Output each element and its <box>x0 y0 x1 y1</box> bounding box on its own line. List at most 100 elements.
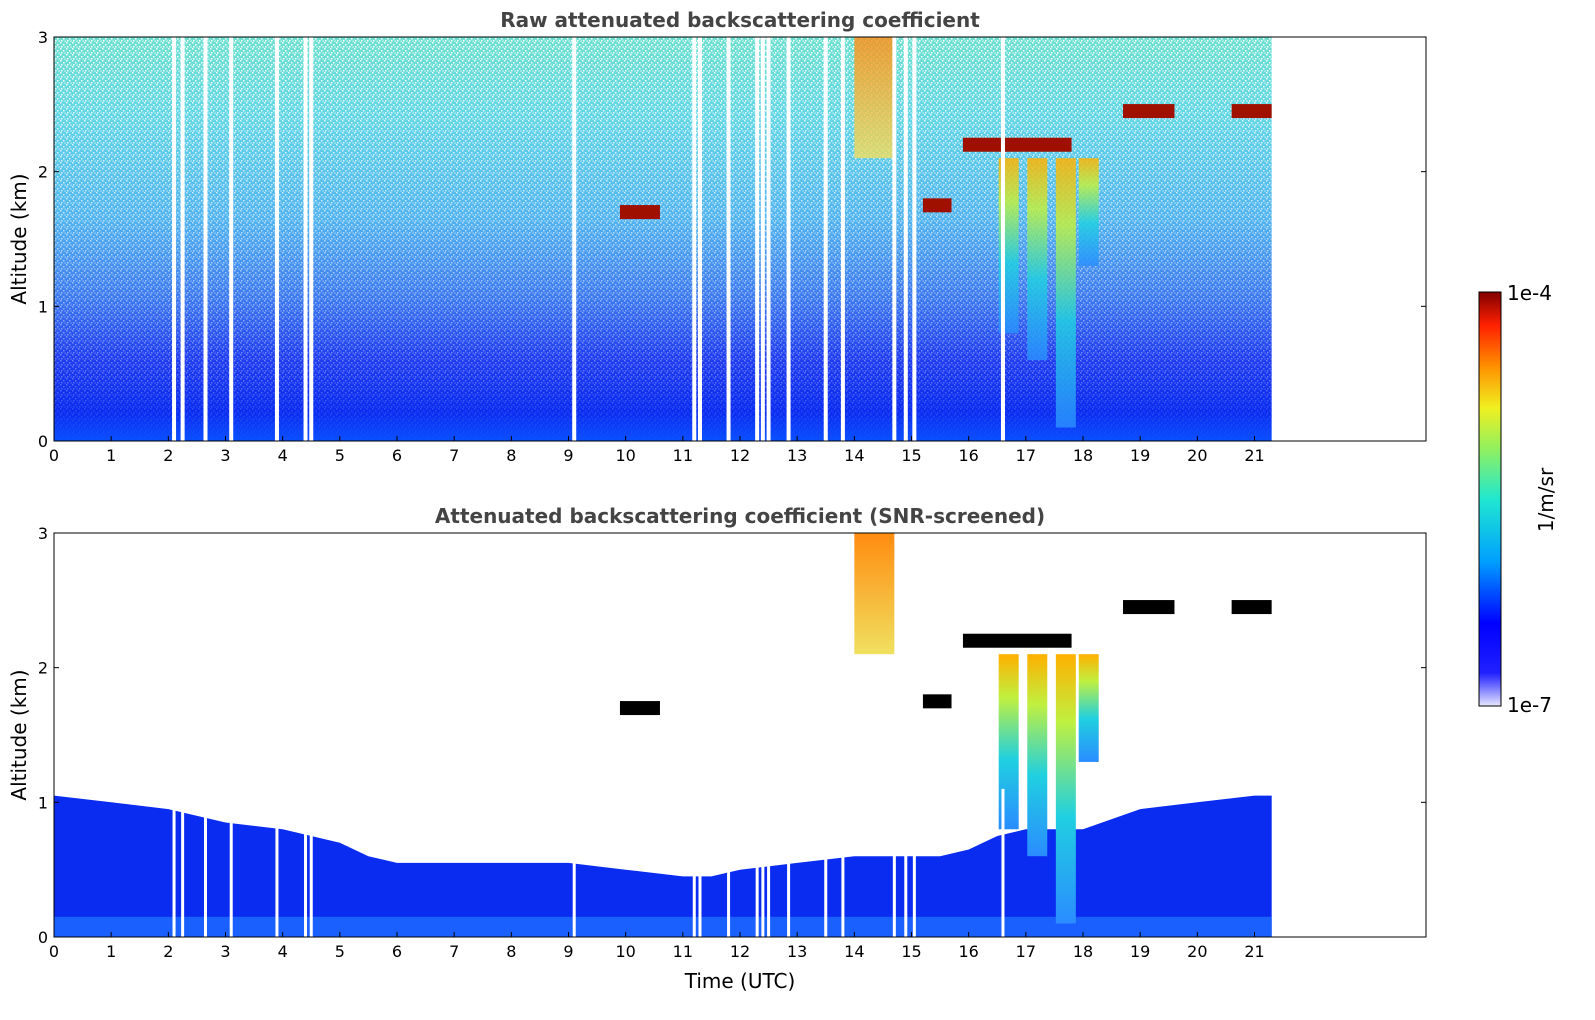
data-gap <box>892 788 896 937</box>
data-gap <box>229 788 233 937</box>
data-gap <box>697 37 702 441</box>
data-gap <box>840 37 845 441</box>
data-gap <box>180 37 185 441</box>
data-gap <box>841 788 845 937</box>
data-gap <box>172 37 177 441</box>
x-tick-label: 16 <box>958 446 978 465</box>
colorbar-min-label: 1e-7 <box>1507 693 1552 717</box>
data-gap <box>786 37 791 441</box>
cloud-layer <box>1231 600 1272 615</box>
data-gap <box>274 37 279 441</box>
x-tick-label: 6 <box>392 446 402 465</box>
y-tick-label: 2 <box>38 163 48 182</box>
y-axis: 0 1 2 3 <box>38 28 1426 451</box>
data-gap <box>309 788 313 937</box>
y-tick-label: 3 <box>38 524 48 543</box>
data-gap <box>904 788 908 937</box>
x-tick-label: 8 <box>506 942 516 961</box>
data-gap <box>572 788 576 937</box>
y-tick-label: 1 <box>38 297 48 316</box>
y-axis-label: Altitude (km) <box>7 669 31 800</box>
data-gap <box>1000 37 1005 441</box>
precip-shaft <box>1078 654 1099 762</box>
aerosol-layer <box>854 533 895 655</box>
x-tick-label: 4 <box>278 446 288 465</box>
x-tick-label: 14 <box>844 942 864 961</box>
x-tick-label: 20 <box>1187 446 1207 465</box>
x-tick-label: 12 <box>730 446 750 465</box>
x-tick-label: 0 <box>49 942 59 961</box>
colorbar-gradient <box>1478 291 1502 707</box>
x-tick-label: 20 <box>1187 942 1207 961</box>
x-tick-label: 15 <box>901 942 921 961</box>
data-gap <box>760 37 765 441</box>
x-tick-label: 13 <box>787 446 807 465</box>
chart-title: Attenuated backscattering coefficient (S… <box>435 504 1045 528</box>
x-tick-label: 21 <box>1244 942 1264 961</box>
data-gap <box>755 788 759 937</box>
x-tick-label: 10 <box>615 446 635 465</box>
panel-snr-screened: Attenuated backscattering coefficient (S… <box>7 504 1427 993</box>
x-tick-label: 4 <box>278 942 288 961</box>
y-tick-label: 1 <box>38 793 48 812</box>
data-gap <box>912 37 917 441</box>
x-tick-label: 14 <box>844 446 864 465</box>
precip-shaft <box>1078 158 1099 266</box>
x-axis: 0 1 2 3 4 5 6 7 8 9 10 11 12 13 14 15 16 17 18 19 20 21 <box>49 932 1265 961</box>
data-gap <box>692 37 697 441</box>
data-gap <box>787 788 791 937</box>
precip-shaft <box>1027 158 1048 361</box>
x-tick-label: 17 <box>1016 446 1036 465</box>
colorbar-unit-label: 1/m/sr <box>1534 467 1558 532</box>
x-tick-label: 6 <box>392 942 402 961</box>
x-tick-label: 5 <box>335 446 345 465</box>
data-gap <box>727 788 731 937</box>
data-gap <box>229 37 234 441</box>
data-gap <box>1001 788 1005 937</box>
colorbar-max-label: 1e-4 <box>1507 281 1552 305</box>
panel-raw: Raw attenuated backscattering coefficien… <box>7 8 1427 465</box>
data-gap <box>767 788 771 937</box>
y-tick-label: 0 <box>38 928 48 947</box>
data-gap <box>172 788 176 937</box>
y-tick-label: 3 <box>38 28 48 47</box>
x-tick-label: 17 <box>1016 942 1036 961</box>
x-tick-label: 13 <box>787 942 807 961</box>
data-gap <box>698 788 702 937</box>
precip-shaft <box>1055 158 1076 428</box>
x-tick-label: 16 <box>958 942 978 961</box>
x-tick-label: 15 <box>901 446 921 465</box>
x-tick-label: 18 <box>1073 942 1093 961</box>
data-gap <box>892 37 897 441</box>
x-tick-label: 12 <box>730 942 750 961</box>
data-gap <box>304 788 308 937</box>
data-gap <box>303 37 308 441</box>
cloud-layer <box>922 694 952 709</box>
cloud-layer <box>1123 104 1175 119</box>
colorbar: 1e-4 1e-7 1/m/sr <box>1478 281 1558 717</box>
x-tick-label: 18 <box>1073 446 1093 465</box>
x-tick-label: 21 <box>1244 446 1264 465</box>
data-gap <box>572 37 577 441</box>
x-tick-label: 7 <box>449 446 459 465</box>
data-gap <box>755 37 760 441</box>
cloud-layer <box>962 633 1072 648</box>
x-tick-label: 2 <box>163 446 173 465</box>
chart-title: Raw attenuated backscattering coefficien… <box>500 8 980 32</box>
data-gap <box>275 788 279 937</box>
x-tick-label: 9 <box>563 942 573 961</box>
cloud-layer <box>619 701 660 716</box>
data-gap <box>309 37 314 441</box>
cloud-layer <box>1231 104 1272 119</box>
y-tick-label: 0 <box>38 432 48 451</box>
cloud-layer <box>1123 600 1175 615</box>
x-tick-label: 19 <box>1130 942 1150 961</box>
cloud-layer <box>922 198 952 213</box>
plot-area <box>54 37 1272 441</box>
data-gap <box>726 37 731 441</box>
plot-area <box>54 533 1272 937</box>
x-tick-label: 2 <box>163 942 173 961</box>
precip-shaft <box>998 654 1019 830</box>
cloud-layer <box>619 205 660 220</box>
